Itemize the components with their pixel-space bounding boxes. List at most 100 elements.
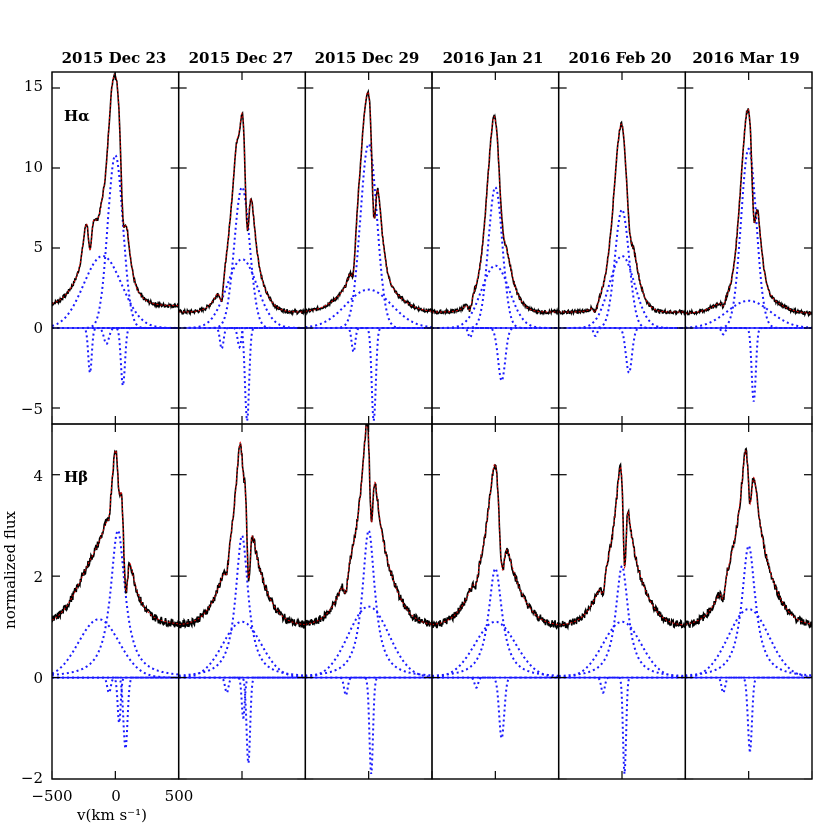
x-axis-label: v(km s⁻¹) xyxy=(76,806,147,824)
component-broad xyxy=(685,299,812,329)
date-label-5: 2016 Feb 20 xyxy=(569,49,672,67)
fit-profile xyxy=(432,115,559,313)
observed-spectrum xyxy=(432,463,559,630)
row-label-hbeta: Hβ xyxy=(64,468,88,486)
component-absorption-1 xyxy=(432,327,559,339)
y-tick-label-hbeta-4: 4 xyxy=(33,467,43,485)
component-absorption-3 xyxy=(558,327,686,375)
component-absorption-3 xyxy=(52,327,179,390)
component-narrow xyxy=(52,529,179,676)
x-tick-label-500: 500 xyxy=(165,787,194,805)
component-absorption-3 xyxy=(305,327,432,421)
observed-spectrum xyxy=(178,110,306,317)
panel-halpha-4 xyxy=(432,113,559,382)
fit-profile xyxy=(52,449,179,625)
component-broad xyxy=(178,258,306,329)
component-absorption-1 xyxy=(52,327,179,377)
component-narrow xyxy=(178,186,306,329)
component-broad xyxy=(178,620,306,679)
component-absorption-1 xyxy=(178,676,306,695)
fit-profile xyxy=(558,123,686,313)
fit-profile xyxy=(178,111,306,313)
x-tick-labels: −500 0 500 xyxy=(31,787,193,805)
panel-frame xyxy=(177,423,307,780)
component-absorption-3 xyxy=(432,676,559,740)
panels-layer xyxy=(52,72,812,775)
component-broad xyxy=(558,254,686,329)
y-tick-label-hbeta-2: 2 xyxy=(33,568,43,586)
component-absorption-2 xyxy=(52,327,179,345)
component-absorption-1 xyxy=(558,676,686,694)
component-broad xyxy=(432,264,559,329)
component-absorption-3 xyxy=(558,676,686,774)
y-tick-label-hbeta-minus2: −2 xyxy=(21,769,43,787)
row-label-halpha: Hα xyxy=(64,107,90,125)
panel-hbeta-5 xyxy=(558,462,686,774)
component-narrow xyxy=(178,534,306,677)
panel-halpha-5 xyxy=(558,120,686,375)
component-broad xyxy=(52,255,179,329)
date-label-2: 2015 Dec 27 xyxy=(189,49,294,67)
y-tick-label-halpha-5: 5 xyxy=(33,238,43,256)
y-tick-labels-hbeta: −2 0 2 4 xyxy=(21,467,43,787)
panel-frame xyxy=(431,423,560,780)
fit-profile xyxy=(305,424,432,625)
component-absorption-3 xyxy=(52,676,179,724)
component-absorption-3 xyxy=(178,327,306,421)
observed-spectrum xyxy=(685,108,812,318)
panel-hbeta-1 xyxy=(52,449,179,749)
observed-spectrum xyxy=(305,424,433,627)
frames-layer xyxy=(51,71,813,780)
panel-frame xyxy=(684,71,813,425)
fit-profile xyxy=(558,465,686,626)
date-label-6: 2016 Mar 19 xyxy=(692,49,799,67)
panel-halpha-3 xyxy=(305,88,433,421)
date-label-4: 2016 Jan 21 xyxy=(443,49,544,67)
component-absorption-4 xyxy=(178,676,306,764)
panel-hbeta-4 xyxy=(432,463,559,740)
component-absorption-3 xyxy=(305,676,432,775)
fit-profile xyxy=(178,441,306,626)
y-tick-label-halpha-0: 0 xyxy=(33,319,43,337)
date-labels: 2015 Dec 23 2015 Dec 27 2015 Dec 29 2016… xyxy=(62,49,800,67)
component-broad xyxy=(52,618,179,679)
component-narrow xyxy=(305,142,432,329)
component-absorption-3 xyxy=(178,676,306,719)
y-tick-label-halpha-minus5: −5 xyxy=(21,400,43,418)
observed-spectrum xyxy=(432,113,559,316)
component-absorption-4 xyxy=(52,676,179,749)
x-tick-label-0: 0 xyxy=(111,787,121,805)
y-tick-label-halpha-10: 10 xyxy=(24,158,43,176)
date-label-1: 2015 Dec 23 xyxy=(62,49,167,67)
fit-profile xyxy=(305,91,433,312)
x-tick-label-minus500: −500 xyxy=(31,787,72,805)
component-absorption-2 xyxy=(52,676,179,694)
component-broad xyxy=(685,608,812,679)
fit-profile xyxy=(685,108,812,314)
component-absorption-1 xyxy=(685,676,812,695)
component-broad xyxy=(558,620,686,679)
panel-frame xyxy=(304,71,433,425)
panel-halpha-6 xyxy=(685,108,812,402)
component-absorption-3 xyxy=(685,327,812,402)
component-narrow xyxy=(432,567,559,677)
fit-profile xyxy=(432,463,559,626)
component-absorption-3 xyxy=(685,676,812,752)
y-tick-label-hbeta-0: 0 xyxy=(33,669,43,687)
panel-frame xyxy=(304,423,433,780)
panel-hbeta-3 xyxy=(305,424,433,775)
observed-spectrum xyxy=(558,120,686,317)
component-broad xyxy=(432,620,559,679)
observed-spectrum xyxy=(685,447,812,629)
date-label-3: 2015 Dec 29 xyxy=(315,49,420,67)
y-axis-label: normalized flux xyxy=(1,511,19,629)
component-absorption-3 xyxy=(432,327,559,382)
component-narrow xyxy=(558,564,686,677)
panel-hbeta-6 xyxy=(685,447,812,752)
component-narrow xyxy=(685,544,812,677)
panel-hbeta-2 xyxy=(178,441,306,764)
component-broad xyxy=(305,605,432,678)
observed-spectrum xyxy=(178,443,306,629)
y-tick-label-halpha-15: 15 xyxy=(24,77,43,95)
